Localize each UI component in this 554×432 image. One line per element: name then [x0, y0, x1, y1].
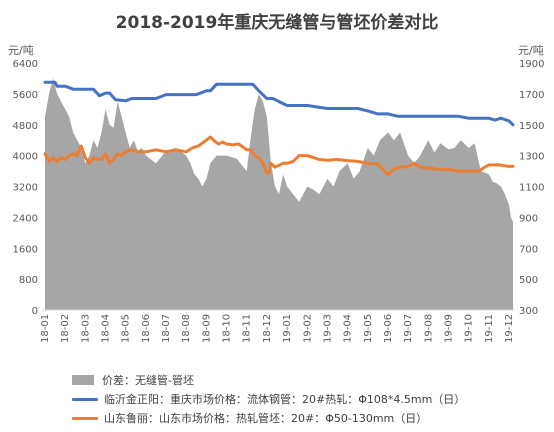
right-tick-label: 1100: [519, 183, 544, 194]
x-tick-label: 19-11: [484, 314, 495, 343]
x-tick-label: 19-04: [343, 314, 354, 343]
left-tick-label: 3200: [13, 183, 38, 194]
x-tick-label: 19-08: [423, 314, 434, 343]
x-tick-label: 19-05: [363, 314, 374, 343]
x-tick-label: 18-11: [242, 314, 253, 343]
series-line-billet: [43, 135, 515, 177]
x-tick-label: 18-01: [40, 314, 51, 343]
legend-item-pipe: 临沂金正阳：重庆市场价格：流体钢管：20#热轧：Φ108*4.5mm（日）: [72, 391, 465, 407]
right-tick-label: 1500: [519, 121, 544, 132]
legend-item-billet: 山东鲁丽：山东市场价格：热轧管坯：20#：Φ50-130mm（日）: [72, 410, 427, 426]
chart-title: 2018-2019年重庆无缝管与管坯价差对比: [115, 13, 439, 33]
legend-item-spread: 价差：无缝管-管坯: [72, 372, 194, 388]
legend-swatch-spread: [72, 375, 94, 385]
left-tick-label: 2400: [13, 213, 38, 224]
x-tick-label: 19-06: [383, 314, 394, 343]
x-tick-label: 18-09: [201, 314, 212, 343]
x-tick-label: 19-03: [322, 314, 333, 343]
left-tick-label: 4800: [13, 121, 38, 132]
x-tick-label: 18-04: [101, 314, 112, 343]
legend-swatch-pipe: [72, 397, 98, 401]
legend-swatch-billet: [72, 416, 98, 420]
right-tick-label: 1700: [519, 90, 544, 101]
series-area-spread: [45, 78, 513, 311]
left-axis-label: 元/吨: [8, 44, 34, 57]
left-tick-label: 6400: [13, 59, 38, 70]
left-tick-label: 1600: [13, 244, 38, 255]
right-tick-label: 1300: [519, 152, 544, 163]
x-tick-label: 19-10: [464, 314, 475, 343]
x-tick-label: 18-03: [80, 314, 91, 343]
x-tick-label: 19-07: [403, 314, 414, 343]
x-tick-label: 18-02: [60, 314, 71, 343]
x-tick-label: 18-10: [222, 314, 233, 343]
series-layer: [43, 78, 515, 311]
right-tick-label: 900: [519, 213, 538, 224]
right-tick-label: 300: [519, 306, 538, 317]
legend-label-billet: 山东鲁丽：山东市场价格：热轧管坯：20#：Φ50-130mm（日）: [104, 412, 428, 425]
x-tick-label: 19-12: [504, 314, 515, 343]
left-tick-label: 5600: [13, 90, 38, 101]
right-tick-label: 700: [519, 244, 538, 255]
x-tick-label: 18-06: [141, 314, 152, 343]
right-tick-label: 500: [519, 275, 538, 286]
x-tick-label: 18-08: [181, 314, 192, 343]
right-axis-ticks: 300 500 700 900 1100 1300 1500 1700 1900: [519, 59, 544, 317]
left-axis-ticks: 0 800 1600 2400 3200 4000 4800 5600 6400: [13, 59, 38, 317]
legend-label-pipe: 临沂金正阳：重庆市场价格：流体钢管：20#热轧：Φ108*4.5mm（日）: [104, 393, 466, 406]
x-tick-label: 18-05: [121, 314, 132, 343]
right-axis-label: 元/吨: [518, 44, 544, 57]
left-tick-label: 800: [19, 275, 38, 286]
right-tick-label: 1900: [519, 59, 544, 70]
x-tick-label: 18-12: [262, 314, 273, 343]
x-tick-label: 19-09: [443, 314, 454, 343]
x-tick-label: 18-07: [161, 314, 172, 343]
x-tick-label: 19-02: [302, 314, 313, 343]
x-axis-ticks: 18-01 18-02 18-03 18-04 18-05 18-06 18-07 18-08…: [40, 314, 515, 343]
x-tick-label: 19-01: [282, 314, 293, 343]
left-tick-label: 0: [32, 306, 38, 317]
series-line-pipe: [43, 80, 515, 127]
left-tick-label: 4000: [13, 152, 38, 163]
legend-label-spread: 价差：无缝管-管坯: [102, 374, 194, 387]
